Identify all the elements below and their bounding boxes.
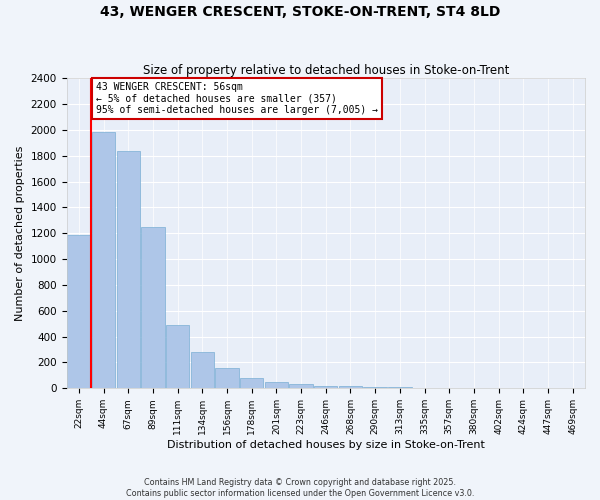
Bar [92, 132, 115, 388]
Bar [166, 325, 190, 388]
Bar [141, 227, 164, 388]
X-axis label: Distribution of detached houses by size in Stoke-on-Trent: Distribution of detached houses by size … [167, 440, 485, 450]
Bar [339, 386, 362, 388]
Y-axis label: Number of detached properties: Number of detached properties [15, 146, 25, 321]
Bar [215, 368, 239, 388]
Bar [289, 384, 313, 388]
Title: Size of property relative to detached houses in Stoke-on-Trent: Size of property relative to detached ho… [143, 64, 509, 77]
Bar [314, 386, 337, 388]
Bar [116, 150, 140, 388]
Bar [240, 378, 263, 388]
Bar [364, 387, 387, 388]
Text: 43, WENGER CRESCENT, STOKE-ON-TRENT, ST4 8LD: 43, WENGER CRESCENT, STOKE-ON-TRENT, ST4… [100, 5, 500, 19]
Text: 43 WENGER CRESCENT: 56sqm
← 5% of detached houses are smaller (357)
95% of semi-: 43 WENGER CRESCENT: 56sqm ← 5% of detach… [96, 82, 378, 115]
Text: Contains HM Land Registry data © Crown copyright and database right 2025.
Contai: Contains HM Land Registry data © Crown c… [126, 478, 474, 498]
Bar [191, 352, 214, 389]
Bar [265, 382, 288, 388]
Bar [67, 234, 91, 388]
